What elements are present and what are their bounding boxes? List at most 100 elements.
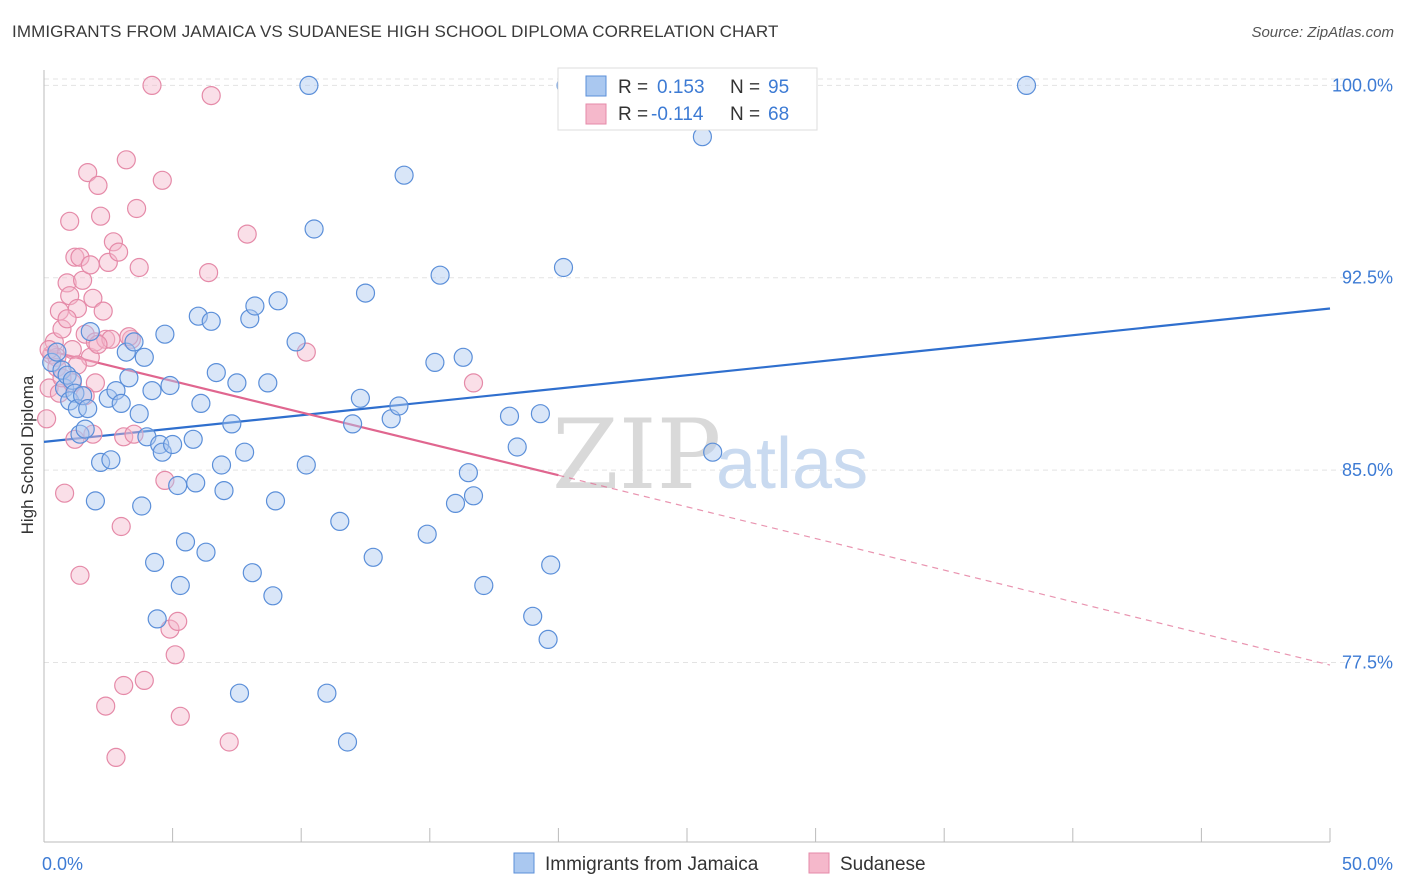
jamaica-point-4 [57,365,77,385]
jamaica-point-34 [163,434,183,455]
jamaica-point-90 [1016,75,1037,96]
watermark-atlas: atlas [716,424,868,504]
jamaica-point-35 [168,475,188,496]
legend-n-value-1: 95 [768,77,789,98]
sudanese-point-42 [127,198,147,219]
jamaica-point-86 [553,257,574,278]
sudanese-point-12 [62,340,82,360]
sudanese-point-23 [83,288,103,308]
y-axis-title: High School Diploma [18,375,37,534]
jamaica-point-12 [78,399,98,419]
sudanese-point-47 [155,470,175,490]
sudanese-point-63 [47,357,67,378]
jamaica-point-29 [147,609,167,629]
chart-title: IMMIGRANTS FROM JAMAICA VS SUDANESE HIGH… [12,22,779,41]
jamaica-point-80 [499,406,520,426]
sudanese-point-49 [170,706,190,726]
jamaica-point-18 [106,381,126,401]
sudanese-point-46 [152,170,172,190]
jamaica-point-42 [196,542,216,562]
bottom-legend-label-jamaica: Immigrants from Jamaica [545,854,759,875]
jamaica-point-14 [85,491,106,511]
jamaica-point-43 [201,311,221,331]
legend-r-label-1: R = [618,77,648,98]
jamaica-point-23 [129,404,149,424]
jamaica-point-67 [355,283,376,303]
y-tick-label-1: 85.0% [1342,460,1393,480]
sudanese-point-34 [106,747,126,768]
legend-r-value-2: -0.114 [651,104,704,125]
sudanese-point-54 [219,732,239,752]
jamaica-point-65 [337,732,358,752]
jamaica-point-25 [134,347,154,367]
jamaica-point-57 [268,291,288,311]
jamaica-point-60 [304,219,324,239]
bottom-legend-swatch-sudanese [808,852,830,874]
jamaica-point-79 [474,575,494,596]
sudanese-point-39 [116,150,136,170]
jamaica-point-19 [111,393,131,413]
legend-r-value-1: 0.153 [657,77,705,98]
jamaica-trend-line [43,307,1331,443]
sudanese-point-7 [52,319,72,339]
legend-n-label-1: N = [730,77,760,98]
legend-swatch-jamaica [585,75,607,97]
grid-lines [44,78,1350,663]
jamaica-point-37 [175,532,196,552]
jamaica-point-85 [541,555,561,575]
sudanese-point-17 [70,247,90,267]
jamaica-point-11 [75,419,95,439]
legend-swatch-sudanese [585,103,607,125]
jamaica-point-62 [317,683,337,703]
sudanese-point-15 [65,247,85,267]
jamaica-point-75 [445,493,466,513]
jamaica-point-73 [425,352,445,372]
sudanese-point-44 [134,670,154,691]
jamaica-point-81 [507,437,527,457]
jamaica-point-47 [222,414,242,434]
jamaica-point-58 [286,332,306,352]
jamaica-point-22 [124,332,144,352]
sudanese-point-57 [463,373,484,393]
jamaica-point-32 [155,324,175,344]
watermark: ZIP atlas [552,399,868,511]
trend-lines [43,307,1331,666]
jamaica-point-28 [145,552,165,573]
jamaica-point-63 [330,511,350,532]
sudanese-point-18 [72,270,93,290]
jamaica-point-44 [206,363,226,383]
sudanese-point-52 [199,263,219,283]
sudanese-point-8 [54,483,75,503]
jamaica-point-31 [152,442,172,462]
sudanese-point-53 [201,85,221,106]
sudanese-point-40 [121,329,141,349]
jamaica-point-17 [101,450,121,470]
sudanese-point-31 [98,252,118,272]
jamaica-point-27 [142,381,162,401]
jamaica-point-84 [538,629,558,650]
sudanese-point-50 [165,645,185,665]
sudanese-point-62 [119,327,139,347]
jamaica-point-39 [186,473,206,493]
sudanese-point-36 [111,516,131,537]
sudanese-point-27 [90,206,111,226]
jamaica-point-50 [235,442,255,462]
jamaica-point-56 [265,491,286,511]
jamaica-point-61 [299,75,319,96]
jamaica-point-66 [350,388,370,408]
jamaica-point-24 [132,496,152,516]
y-tick-labels: 77.5% 85.0% 92.5% 100.0% [1332,75,1393,672]
jamaica-point-53 [245,296,265,316]
sudanese-point-14 [65,429,85,449]
jamaica-point-46 [214,481,234,501]
jamaica-point-72 [417,524,437,544]
legend-n-value-2: 68 [768,104,789,125]
jamaica-point-9 [70,424,90,444]
jamaica-point-38 [183,429,203,449]
jamaica-point-77 [458,463,478,483]
jamaica-point-52 [242,563,262,583]
legend-box: R = 0.153 N = 95 R = -0.114 N = 68 [557,67,818,131]
jamaica-point-45 [211,455,232,475]
legend-n-label-2: N = [730,104,760,125]
